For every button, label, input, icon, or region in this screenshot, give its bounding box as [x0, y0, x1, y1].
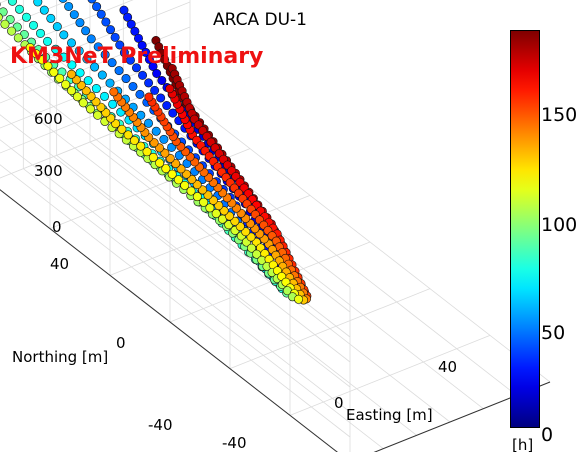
data-point: [86, 105, 94, 113]
colorbar-tick-0: 0: [541, 424, 553, 446]
data-point: [8, 0, 16, 5]
data-point: [166, 85, 174, 93]
data-point: [163, 101, 171, 109]
data-point: [136, 90, 144, 98]
data-point: [111, 33, 119, 41]
data-point: [64, 2, 72, 10]
data-point: [294, 295, 302, 303]
y-tick-0: 0: [116, 334, 126, 352]
data-point: [1, 20, 9, 28]
data-point: [53, 22, 61, 30]
data-point: [81, 27, 89, 35]
y-axis-label: Northing [m]: [12, 348, 108, 366]
x-tick-0: 0: [334, 394, 344, 412]
data-point: [29, 21, 37, 29]
grid-line-floor-y: [230, 289, 430, 369]
colorbar-tick-150: 150: [541, 104, 576, 126]
data-point: [129, 82, 137, 90]
chart-title: ARCA DU-1: [180, 10, 340, 30]
colorbar-gradient: [510, 30, 540, 428]
y-tick-neg40: -40: [148, 416, 173, 434]
data-point: [144, 79, 152, 87]
z-tick-300: 300: [34, 162, 63, 180]
data-point: [150, 86, 158, 94]
x-tick-neg40: -40: [222, 434, 247, 452]
data-point: [14, 34, 22, 42]
colorbar-tick-50: 50: [541, 322, 565, 344]
data-point: [7, 27, 15, 35]
data-point: [47, 14, 55, 22]
data-point: [144, 119, 152, 127]
data-point: [156, 94, 164, 102]
grid-line-floor-y: [290, 335, 490, 415]
data-point: [145, 93, 153, 101]
z-tick-0: 0: [52, 218, 62, 236]
data-point: [98, 71, 106, 79]
data-point: [138, 71, 146, 79]
data-point: [92, 2, 100, 10]
data-point: [59, 0, 67, 3]
data-point: [22, 13, 30, 21]
data-point: [122, 74, 130, 82]
data-point: [110, 88, 118, 96]
data-point: [158, 76, 166, 84]
data-point: [40, 6, 48, 14]
data-point: [67, 70, 75, 78]
data-point: [70, 10, 78, 18]
data-point: [152, 69, 160, 77]
data-point: [92, 84, 100, 92]
data-point: [97, 10, 105, 18]
data-point: [87, 35, 95, 43]
data-point: [15, 5, 23, 13]
data-point: [76, 18, 84, 26]
data-point: [100, 92, 108, 100]
data-point: [34, 0, 42, 6]
watermark-label: KM3NeT Preliminary: [10, 44, 263, 69]
z-tick-600: 600: [34, 110, 63, 128]
colorbar-unit-label: [h]: [512, 436, 533, 454]
data-point: [106, 25, 114, 33]
y-tick-40: 40: [50, 255, 69, 273]
data-point: [160, 135, 168, 143]
data-point: [102, 18, 110, 26]
data-point: [60, 31, 68, 39]
x-axis-label: Easting [m]: [346, 406, 433, 424]
data-point: [106, 79, 114, 87]
colorbar-tick-100: 100: [541, 214, 576, 236]
data-point: [152, 127, 160, 135]
data-point: [36, 29, 44, 37]
data-point: [108, 100, 116, 108]
data-point: [93, 111, 101, 119]
colorbar: [510, 30, 540, 428]
x-tick-40: 40: [438, 358, 457, 376]
